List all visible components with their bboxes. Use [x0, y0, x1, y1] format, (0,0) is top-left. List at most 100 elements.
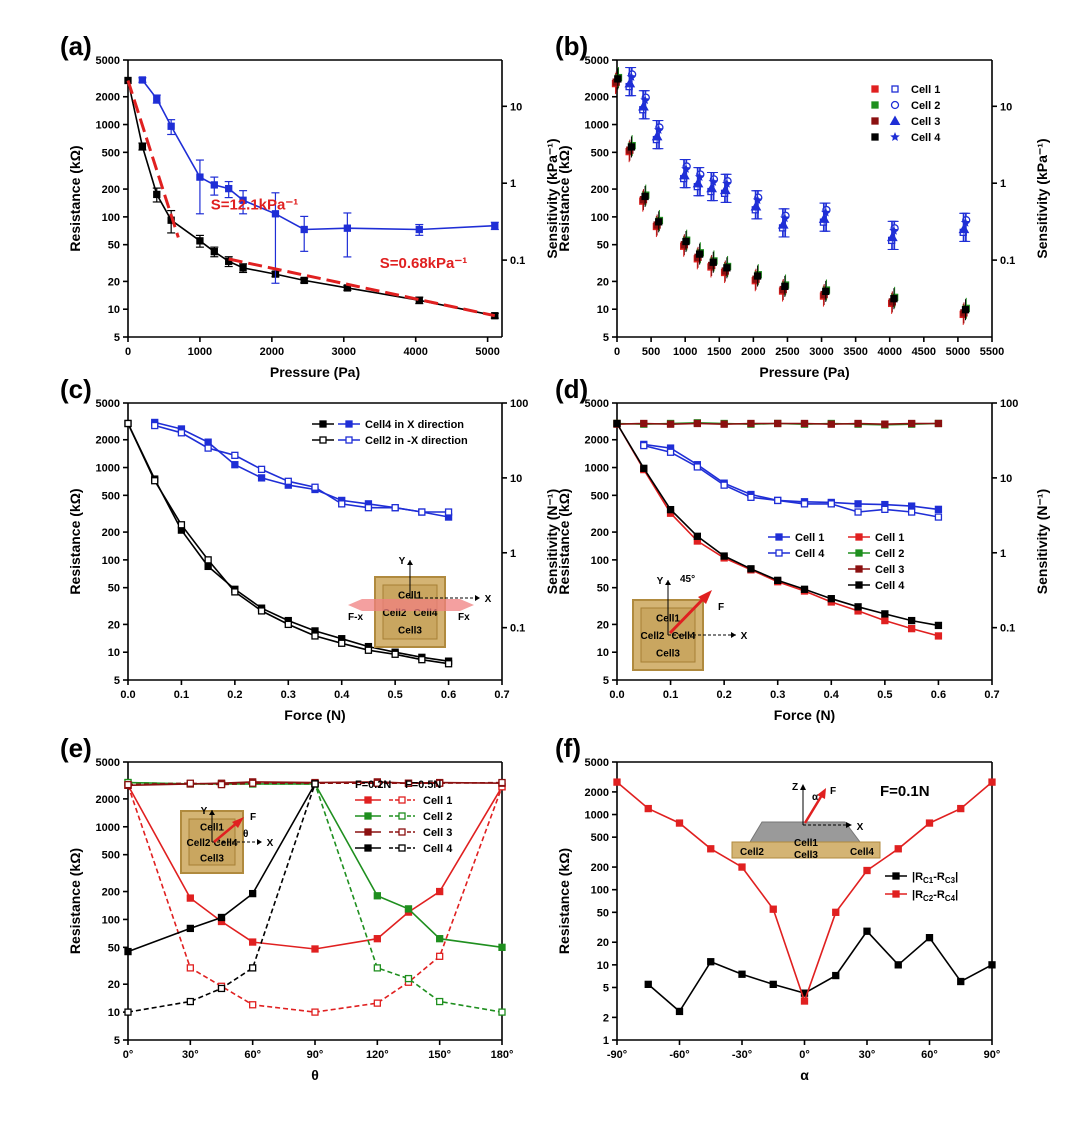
data-point — [720, 481, 728, 489]
data-point — [626, 71, 637, 81]
x-tick-label: 5000 — [946, 346, 970, 358]
x-tick-label: 0.6 — [441, 689, 456, 701]
legend-label: |RC2-RC4| — [912, 889, 958, 903]
data-point — [364, 504, 373, 512]
inset-axis-label: X — [485, 594, 492, 605]
data-point — [707, 845, 715, 853]
data-point — [822, 287, 830, 296]
x-tick-label: -90° — [607, 1049, 627, 1061]
data-point — [217, 780, 226, 789]
inset-label: Cell2 — [187, 838, 211, 849]
arrow-icon — [665, 580, 671, 585]
data-point — [177, 521, 186, 529]
data-point — [204, 438, 212, 446]
data-point — [827, 595, 835, 603]
data-point — [654, 124, 664, 134]
data-point — [153, 190, 161, 199]
data-point — [693, 463, 702, 471]
legend-label: Cell 4 — [875, 580, 905, 592]
data-point — [719, 184, 731, 195]
data-point — [249, 889, 257, 898]
x-tick-label: 0.5 — [387, 689, 402, 701]
y2-tick-label: 1 — [1000, 548, 1006, 560]
data-point — [681, 163, 691, 173]
y-tick-label: 2000 — [96, 92, 120, 104]
legend-swatch — [345, 436, 353, 444]
data-point — [934, 505, 943, 514]
inset-force-label: F-x — [348, 612, 363, 623]
legend-label: Cell 1 — [423, 795, 452, 807]
inset-label: Cell2 — [740, 847, 764, 858]
data-point — [890, 295, 898, 303]
arrow-icon — [731, 632, 736, 638]
data-point — [934, 632, 943, 640]
y-tick-label: 1000 — [96, 120, 120, 132]
data-point — [738, 970, 746, 978]
data-point — [706, 182, 718, 193]
data-point — [679, 169, 690, 180]
y-tick-label: 10 — [108, 647, 120, 659]
data-point — [774, 576, 782, 585]
arrow-icon — [698, 590, 712, 604]
legend-label: Cell 3 — [875, 564, 904, 576]
inset-axis-label: X — [741, 631, 748, 642]
data-point — [988, 961, 996, 969]
inset-label: Cell4 — [214, 838, 238, 849]
data-point — [418, 656, 426, 664]
legend-swatch — [892, 890, 900, 898]
data-point — [818, 213, 830, 223]
data-point — [249, 964, 257, 972]
data-point — [695, 250, 704, 258]
data-point — [138, 142, 147, 151]
data-point — [827, 420, 835, 428]
data-point — [723, 264, 731, 272]
data-point — [957, 804, 965, 813]
x-tick-label: 2000 — [260, 346, 284, 358]
y2-tick-label: 10 — [510, 101, 522, 113]
y-tick-label: 5000 — [585, 398, 609, 410]
y-tick-label: 5 — [114, 1035, 120, 1047]
data-point — [720, 552, 728, 560]
arrow-icon — [846, 822, 852, 828]
legend-swatch — [871, 117, 879, 125]
y-tick-label: 5000 — [585, 55, 609, 67]
x-tick-label: 2000 — [741, 346, 765, 358]
legend-swatch — [775, 549, 783, 557]
y-tick-label: 200 — [591, 862, 609, 874]
inset-axis-label: Y — [657, 576, 664, 587]
x-axis-label: θ — [311, 1067, 319, 1083]
x-tick-label: 1500 — [707, 346, 731, 358]
data-point — [781, 282, 789, 291]
data-point — [225, 257, 233, 265]
data-point — [373, 779, 381, 787]
data-point — [624, 77, 636, 88]
legend-label-part: |R — [912, 871, 923, 883]
y-tick-label: 5 — [603, 332, 609, 344]
y-axis-label: Resistance (kΩ) — [67, 488, 83, 594]
data-point — [747, 565, 755, 573]
legend-swatch — [890, 132, 900, 141]
data-point — [925, 819, 934, 827]
series-line — [154, 424, 449, 513]
x-tick-label: 1000 — [188, 346, 212, 358]
data-point — [498, 778, 506, 787]
data-point — [614, 75, 622, 83]
y-tick-label: 50 — [108, 240, 120, 252]
y-tick-label: 10 — [597, 647, 609, 659]
y-tick-label: 20 — [108, 276, 120, 288]
inset-label: Cell2 — [383, 608, 407, 619]
data-point — [613, 778, 621, 786]
data-point — [239, 196, 247, 204]
data-point — [444, 660, 453, 668]
data-point — [881, 420, 889, 428]
inset-axis-label: Y — [201, 806, 208, 817]
data-point — [753, 272, 762, 280]
y2-tick-label: 1 — [510, 178, 516, 190]
series-line — [141, 79, 495, 231]
data-point — [907, 502, 916, 510]
data-point — [498, 1008, 506, 1016]
legend-swatch — [891, 85, 899, 93]
legend-swatch — [398, 828, 406, 836]
data-point — [832, 908, 840, 916]
data-point — [249, 1001, 257, 1009]
